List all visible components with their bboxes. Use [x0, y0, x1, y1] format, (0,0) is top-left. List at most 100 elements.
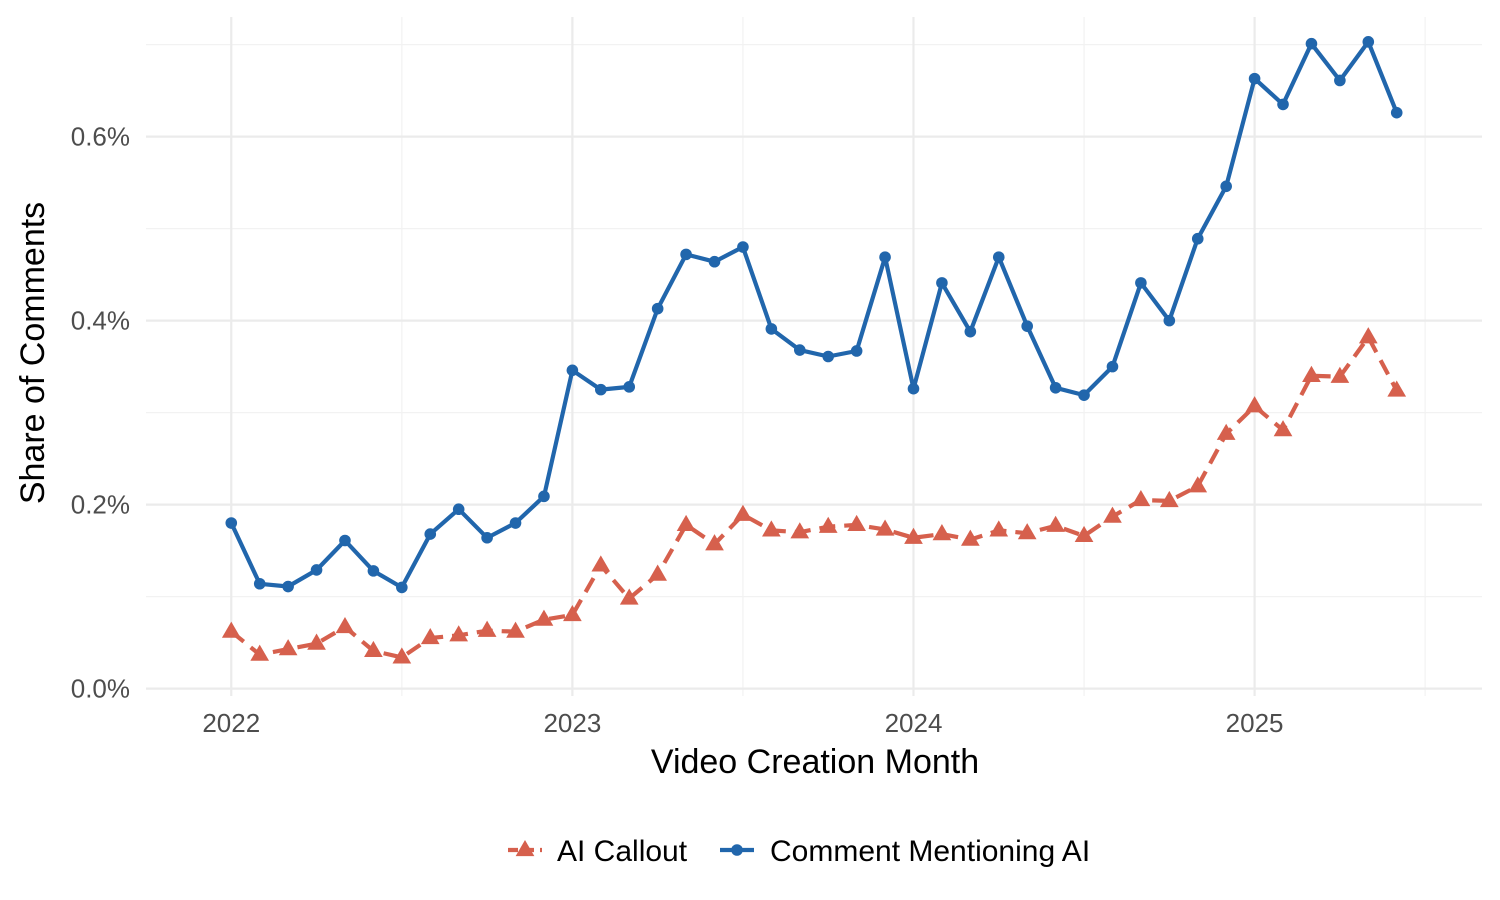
data-point: [253, 577, 266, 590]
data-point: [481, 531, 493, 544]
data-point: [793, 344, 806, 356]
series-ai-callout: [221, 327, 1407, 664]
data-point: [420, 628, 440, 645]
data-point: [396, 581, 408, 594]
y-tick-label: 0.6%: [71, 122, 130, 152]
major-gridlines: [146, 17, 1482, 696]
data-point: [818, 516, 838, 533]
x-axis-title: Video Creation Month: [651, 743, 979, 781]
data-point: [850, 345, 863, 357]
data-point: [1106, 360, 1119, 373]
legend-key-marker: [731, 844, 743, 856]
x-tick-labels: 2022 2023 2024 2025: [202, 708, 1283, 738]
data-point: [1387, 380, 1407, 397]
data-point: [847, 514, 866, 532]
data-point: [477, 620, 497, 637]
data-point: [1245, 396, 1264, 413]
data-point: [1103, 506, 1122, 523]
data-point: [737, 241, 749, 253]
legend-label: Comment Mentioning AI: [770, 835, 1090, 868]
data-point: [619, 588, 639, 605]
y-tick-label: 0.2%: [71, 490, 130, 520]
data-point: [1021, 320, 1033, 332]
data-point: [225, 517, 238, 529]
data-point: [1358, 327, 1378, 344]
data-point: [907, 382, 920, 395]
data-point: [733, 504, 753, 521]
y-tick-label: 0.0%: [71, 674, 130, 704]
data-point: [651, 302, 664, 315]
data-point: [1220, 180, 1232, 193]
data-point: [1017, 523, 1037, 540]
data-point: [335, 616, 355, 634]
legend-label: AI Callout: [557, 835, 688, 868]
data-point: [1390, 106, 1403, 119]
data-point: [960, 529, 980, 546]
data-point: [1163, 314, 1176, 327]
data-point: [1049, 381, 1062, 394]
legend-key-marker: [515, 839, 535, 857]
data-point: [765, 323, 778, 335]
data-point: [879, 251, 891, 263]
data-point: [591, 555, 611, 572]
legend: AI Callout Comment Mentioning AI: [508, 835, 1090, 868]
data-point: [1302, 365, 1321, 382]
data-point: [1046, 515, 1065, 532]
data-point: [1330, 366, 1350, 383]
data-point: [367, 565, 380, 577]
data-point: [936, 277, 948, 289]
data-point: [904, 527, 923, 544]
data-point: [1362, 36, 1375, 48]
minor-gridlines: [146, 17, 1482, 696]
data-point: [509, 517, 522, 529]
data-point: [1188, 476, 1208, 493]
data-point: [424, 528, 437, 540]
data-point: [1191, 232, 1204, 245]
data-point: [1159, 490, 1179, 508]
data-point: [278, 639, 298, 656]
data-point: [563, 605, 582, 622]
data-point: [676, 514, 696, 532]
series-line: [229, 335, 1399, 660]
data-point: [506, 621, 525, 638]
data-point: [705, 534, 724, 551]
data-point: [708, 255, 721, 268]
data-point: [648, 564, 668, 581]
data-point: [250, 644, 270, 661]
data-point: [964, 325, 977, 338]
data-point: [762, 520, 781, 537]
x-tick-label: 2024: [885, 708, 943, 738]
data-point: [875, 519, 895, 536]
x-tick-label: 2023: [543, 708, 601, 738]
y-axis-title: Share of Comments: [14, 202, 52, 504]
data-point: [790, 522, 810, 539]
data-point: [534, 609, 554, 626]
data-point: [1305, 37, 1318, 50]
data-point: [680, 248, 692, 261]
data-point: [310, 564, 323, 576]
series-layer: [221, 36, 1407, 664]
legend-item: AI Callout: [508, 835, 688, 868]
data-point: [1074, 525, 1094, 543]
data-point: [932, 524, 952, 541]
data-point: [566, 364, 579, 377]
data-point: [449, 625, 469, 642]
data-point: [992, 251, 1005, 263]
data-point: [307, 633, 326, 650]
data-point: [339, 534, 351, 547]
data-point: [221, 621, 241, 638]
data-point: [1131, 490, 1151, 507]
y-tick-label: 0.4%: [71, 306, 130, 336]
data-point: [623, 381, 636, 393]
data-point: [595, 383, 607, 396]
data-point: [1273, 420, 1293, 437]
x-tick-label: 2025: [1226, 708, 1284, 738]
data-point: [392, 647, 412, 664]
x-tick-label: 2022: [202, 708, 260, 738]
data-point: [282, 580, 294, 593]
series-comment-mentioning-ai: [225, 36, 1403, 594]
legend-item: Comment Mentioning AI: [720, 835, 1090, 868]
data-point: [1135, 277, 1147, 289]
data-point: [989, 520, 1009, 537]
